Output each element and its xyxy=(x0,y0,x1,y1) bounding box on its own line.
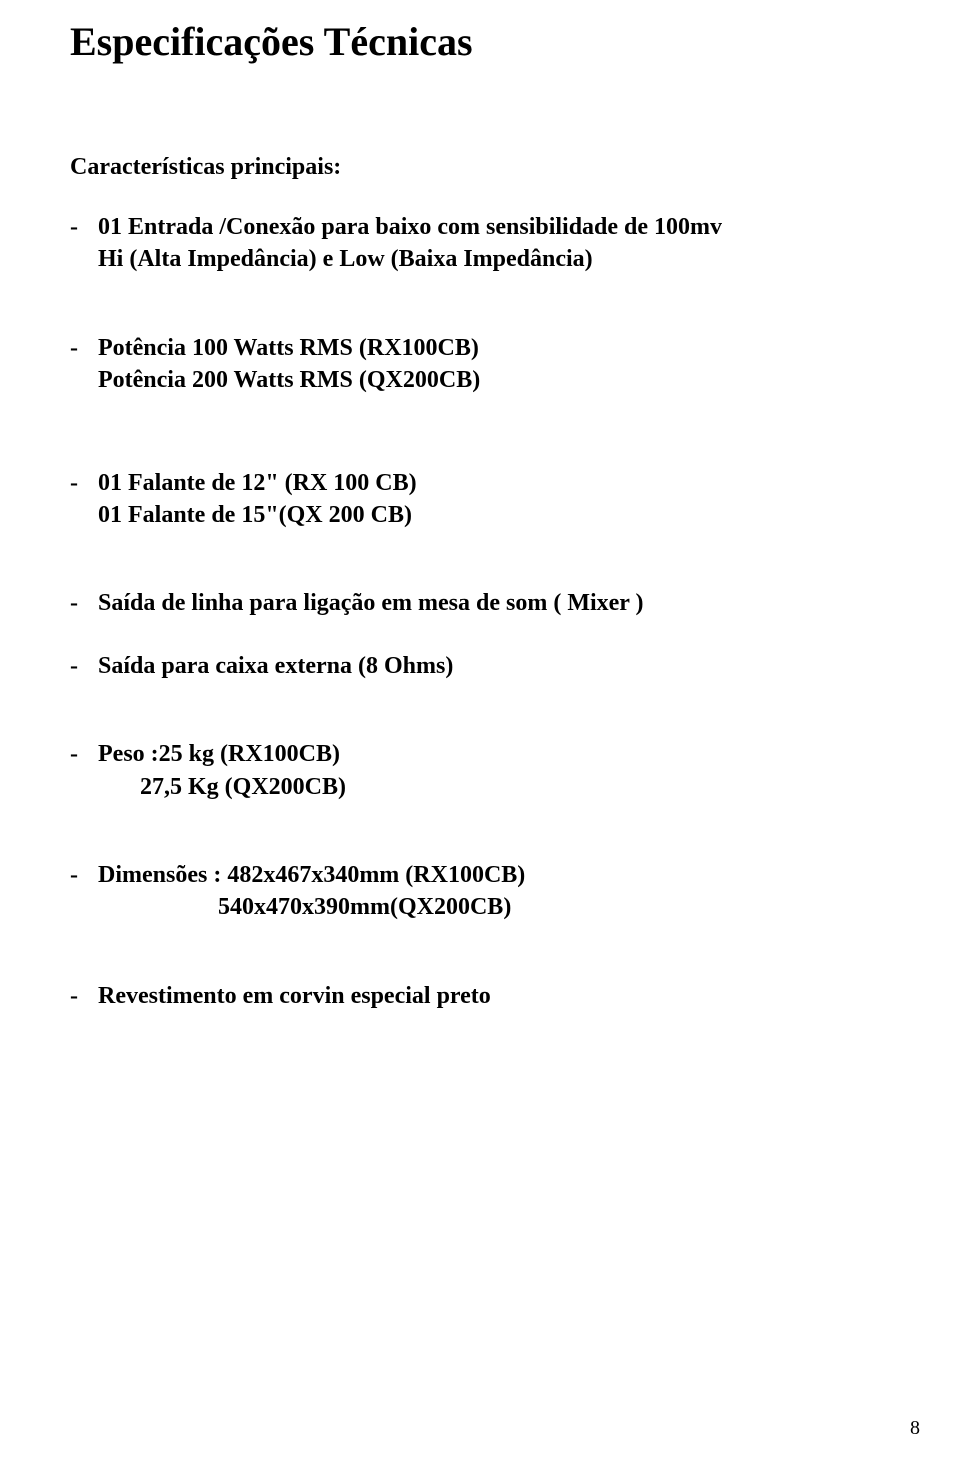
spec-revestimento: - Revestimento em corvin especial preto xyxy=(70,980,890,1012)
spec-text: 01 Falante de 12" (RX 100 CB) xyxy=(98,467,890,499)
spec-text: Saída para caixa externa (8 Ohms) xyxy=(98,650,890,682)
subtitle: Características principais: xyxy=(70,154,890,181)
bullet-dash: - xyxy=(70,587,98,619)
spec-peso: - Peso :25 kg (RX100CB) 27,5 Kg (QX200CB… xyxy=(70,738,890,803)
bullet-dash: - xyxy=(70,467,98,499)
bullet-dash: - xyxy=(70,859,98,891)
spec-dimensoes: - Dimensões : 482x467x340mm (RX100CB) 54… xyxy=(70,859,890,924)
spec-text: Potência 200 Watts RMS (QX200CB) xyxy=(98,364,890,396)
spec-text: Peso :25 kg (RX100CB) xyxy=(98,738,890,770)
spec-text: 540x470x390mm(QX200CB) xyxy=(98,891,890,923)
indent xyxy=(70,891,98,923)
spec-text: Dimensões : 482x467x340mm (RX100CB) xyxy=(98,859,890,891)
spec-entrada: - 01 Entrada /Conexão para baixo com sen… xyxy=(70,211,890,276)
bullet-dash: - xyxy=(70,211,98,243)
spec-text: 01 Falante de 15"(QX 200 CB) xyxy=(98,499,890,531)
indent xyxy=(70,243,98,275)
spec-text: Revestimento em corvin especial preto xyxy=(98,980,890,1012)
spec-text: Saída de linha para ligação em mesa de s… xyxy=(98,587,890,619)
spec-saida-linha: - Saída de linha para ligação em mesa de… xyxy=(70,587,890,619)
indent xyxy=(70,499,98,531)
spec-text: Potência 100 Watts RMS (RX100CB) xyxy=(98,332,890,364)
document-page: Especificações Técnicas Características … xyxy=(0,0,960,1470)
bullet-dash: - xyxy=(70,650,98,682)
spec-text: 01 Entrada /Conexão para baixo com sensi… xyxy=(98,211,890,243)
spec-falante: - 01 Falante de 12" (RX 100 CB) 01 Falan… xyxy=(70,467,890,532)
page-title: Especificações Técnicas xyxy=(70,20,890,64)
bullet-dash: - xyxy=(70,332,98,364)
spec-text: 27,5 Kg (QX200CB) xyxy=(98,771,890,803)
indent xyxy=(70,364,98,396)
bullet-dash: - xyxy=(70,738,98,770)
indent xyxy=(70,771,98,803)
page-number: 8 xyxy=(910,1417,920,1440)
spec-potencia: - Potência 100 Watts RMS (RX100CB) Potên… xyxy=(70,332,890,397)
spec-saida-caixa: - Saída para caixa externa (8 Ohms) xyxy=(70,650,890,682)
bullet-dash: - xyxy=(70,980,98,1012)
spec-text: Hi (Alta Impedância) e Low (Baixa Impedâ… xyxy=(98,243,890,275)
